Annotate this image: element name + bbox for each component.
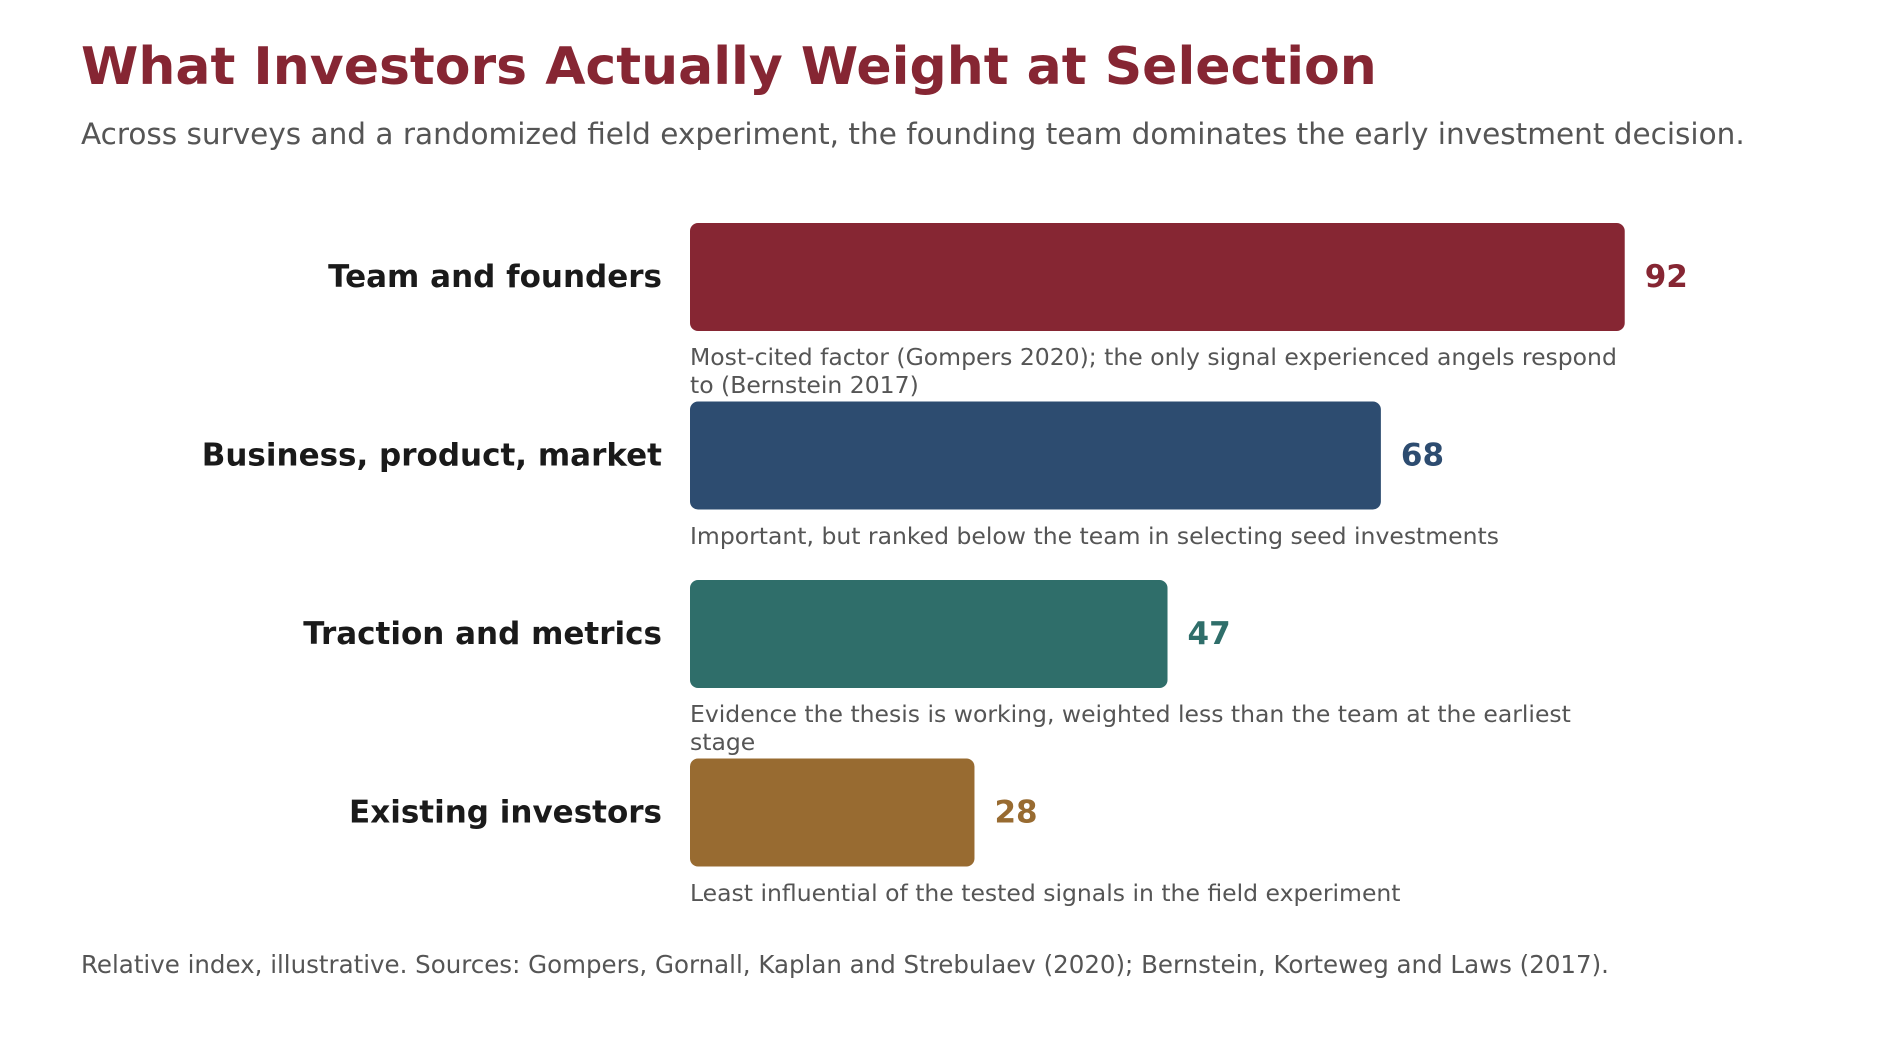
annotation-business-product-market: Important, but ranked below the team in … — [690, 521, 1499, 550]
chart-subtitle: Across surveys and a randomized field ex… — [81, 117, 1745, 151]
category-label-existing-investors: Existing investors — [349, 795, 662, 831]
source-footnote: Relative index, illustrative. Sources: G… — [81, 950, 1609, 979]
annotation-team-and-founders: Most-cited factor (Gompers 2020); the on… — [690, 343, 1617, 399]
category-label-team-and-founders: Team and founders — [328, 259, 662, 295]
bar-traction-and-metrics — [690, 580, 1168, 688]
bar-team-and-founders — [690, 223, 1625, 331]
value-label-existing-investors: 28 — [994, 795, 1037, 831]
chart-title: What Investors Actually Weight at Select… — [81, 37, 1377, 97]
annotation-existing-investors: Least influential of the tested signals … — [690, 878, 1401, 907]
bar-business-product-market — [690, 401, 1381, 510]
value-label-traction-and-metrics: 47 — [1188, 616, 1231, 652]
value-label-business-product-market: 68 — [1401, 438, 1444, 474]
category-label-traction-and-metrics: Traction and metrics — [303, 616, 662, 652]
category-label-business-product-market: Business, product, market — [202, 438, 662, 474]
value-label-team-and-founders: 92 — [1645, 259, 1688, 295]
bar-existing-investors — [690, 758, 975, 867]
annotation-traction-and-metrics: Evidence the thesis is working, weighted… — [690, 700, 1571, 756]
